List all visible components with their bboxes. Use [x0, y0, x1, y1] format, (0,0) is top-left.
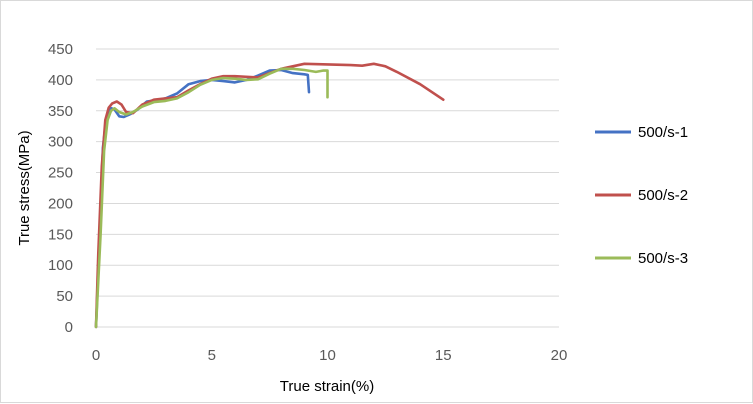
legend-label: 500/s-3: [638, 250, 688, 267]
x-tick-label: 15: [435, 347, 452, 364]
y-tick-label: 150: [48, 226, 73, 243]
y-tick-label: 400: [48, 72, 73, 89]
y-tick-label: 50: [56, 288, 73, 305]
y-axis-title: True stress(MPa): [16, 130, 33, 245]
legend-item-2: 500/s-2: [595, 187, 688, 204]
x-tick-label: 20: [551, 347, 568, 364]
x-tick-label: 10: [319, 347, 336, 364]
x-axis-title: True strain(%): [280, 378, 374, 395]
x-tick-labels: 0 5 10 15 20: [92, 347, 568, 364]
y-tick-label: 0: [65, 319, 73, 336]
series-line-3: [94, 67, 329, 329]
series-line-1: [94, 68, 311, 329]
legend-label: 500/s-2: [638, 187, 688, 204]
y-tick-label: 200: [48, 195, 73, 212]
y-tick-label: 100: [48, 257, 73, 274]
x-tick-label: 5: [208, 347, 216, 364]
y-tick-labels: 0 50 100 150 200 250 300 350 400 450: [48, 41, 73, 336]
y-tick-label: 450: [48, 41, 73, 58]
legend-label: 500/s-1: [638, 124, 688, 141]
x-tick-label: 0: [92, 347, 100, 364]
series-lines: [94, 62, 445, 329]
legend-item-3: 500/s-3: [595, 250, 688, 267]
y-tick-label: 250: [48, 165, 73, 182]
y-tick-label: 350: [48, 103, 73, 120]
legend: 500/s-1 500/s-2 500/s-3: [595, 124, 688, 267]
y-tick-label: 300: [48, 134, 73, 151]
legend-item-1: 500/s-1: [595, 124, 688, 141]
